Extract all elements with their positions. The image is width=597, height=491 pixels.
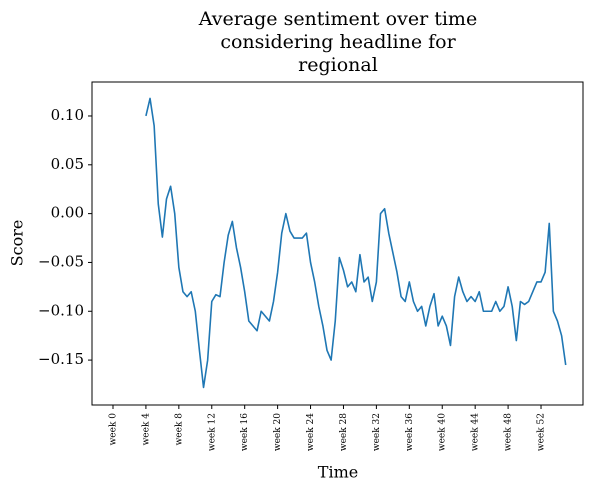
x-axis-label: Time xyxy=(318,463,358,482)
chart-title: Average sentiment over time xyxy=(198,8,477,30)
chart-title: regional xyxy=(298,54,378,76)
x-tick-label: week 36 xyxy=(405,413,415,451)
x-tick-label: week 40 xyxy=(438,413,448,451)
x-tick-label: week 16 xyxy=(240,413,250,451)
chart-title: considering headline for xyxy=(220,31,456,53)
series-line xyxy=(145,97,567,389)
x-tick-label: week 4 xyxy=(141,413,151,446)
y-tick-label: 0.00 xyxy=(51,204,84,222)
y-axis-label: Score xyxy=(8,220,27,267)
y-tick-label: −0.10 xyxy=(38,301,84,319)
x-tick-label: week 0 xyxy=(108,413,118,446)
x-tick-label: week 24 xyxy=(306,413,316,451)
x-tick-label: week 8 xyxy=(174,413,184,446)
plot-frame xyxy=(91,81,584,406)
y-tick-label: 0.05 xyxy=(51,155,84,173)
y-tick-label: 0.10 xyxy=(51,106,84,124)
x-tick-label: week 48 xyxy=(504,413,514,451)
x-tick-label: week 12 xyxy=(207,413,217,451)
y-tick-label: −0.15 xyxy=(38,350,84,368)
x-tick-label: week 52 xyxy=(537,413,547,451)
x-tick-label: week 20 xyxy=(273,413,283,451)
x-tick-label: week 28 xyxy=(339,413,349,451)
x-tick-label: week 44 xyxy=(471,413,481,451)
x-tick-label: week 32 xyxy=(372,413,382,451)
y-tick-label: −0.05 xyxy=(38,252,84,270)
